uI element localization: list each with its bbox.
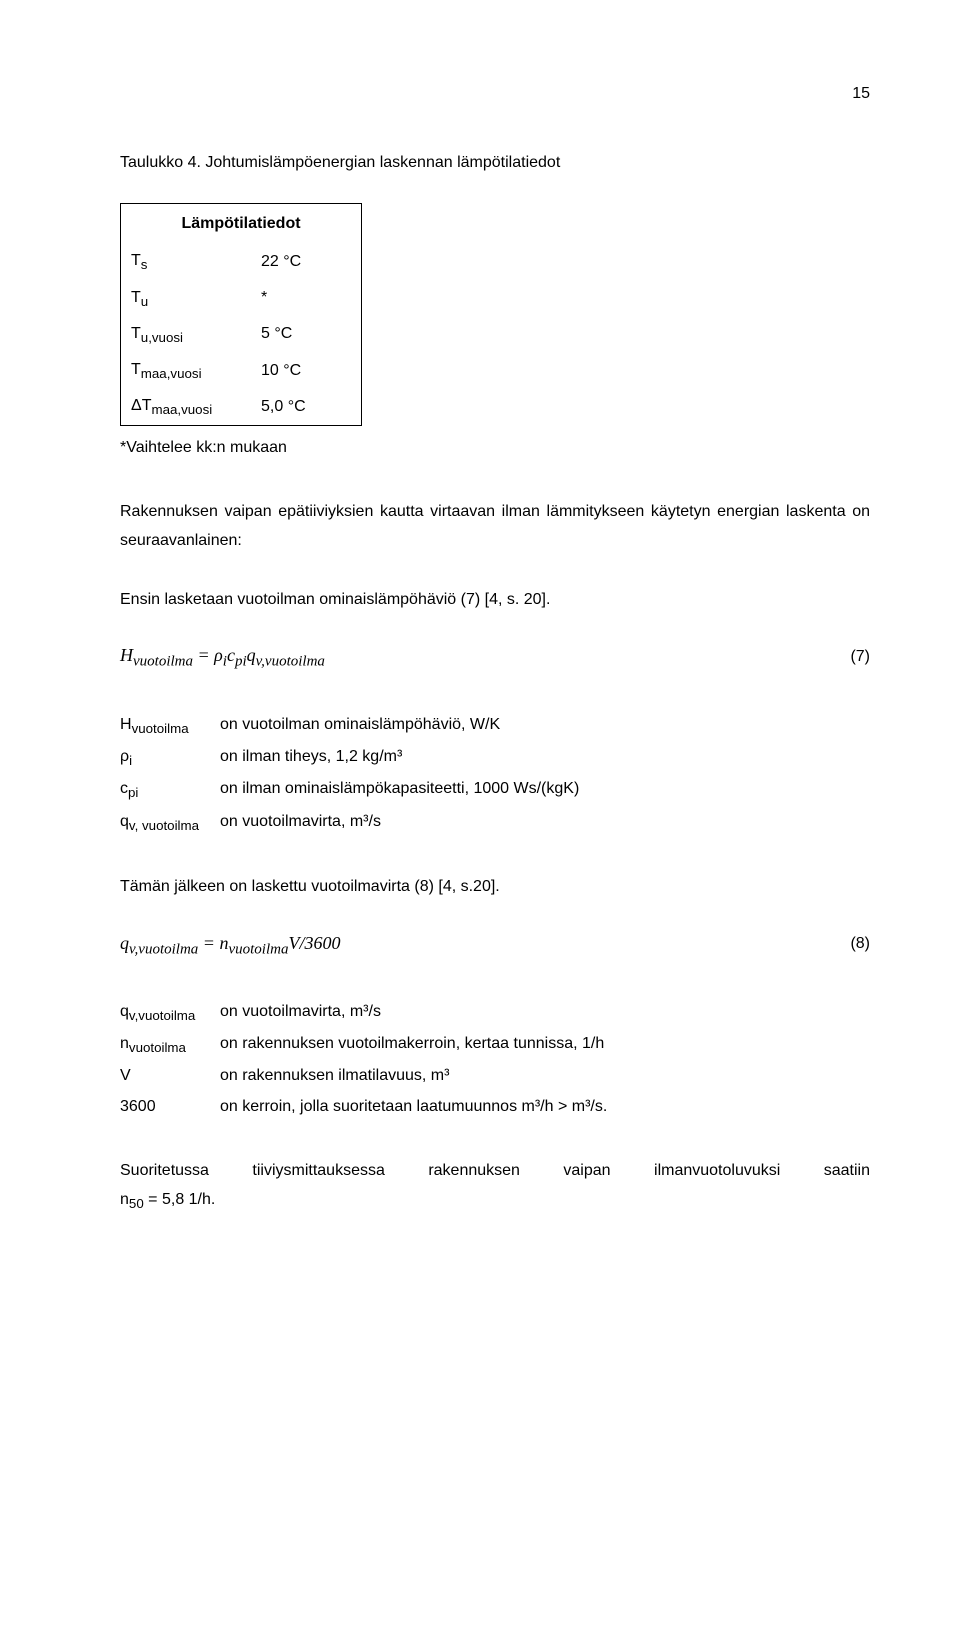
equation-number: (8) xyxy=(850,930,870,959)
page-number: 15 xyxy=(120,80,870,109)
equation-expr: Hvuotoilma = ρicpiqv,vuotoilma xyxy=(120,639,325,676)
def-symbol: ρi xyxy=(120,743,220,773)
sentence-eq8: Tämän jälkeen on laskettu vuotoilmavirta… xyxy=(120,873,870,902)
table-val: 5 °C xyxy=(251,317,362,353)
def-symbol: cpi xyxy=(120,775,220,805)
table-val: 5,0 °C xyxy=(251,389,362,426)
last-word: saatiin xyxy=(824,1157,870,1186)
def-text: on vuotoilman ominaislämpöhäviö, W/K xyxy=(220,711,870,741)
equation-8: qv,vuotoilma = nvuotoilmaV/3600 (8) xyxy=(120,927,870,964)
def-text: on vuotoilmavirta, m³/s xyxy=(220,808,870,838)
table-sym: Tu xyxy=(121,281,252,317)
def-symbol: V xyxy=(120,1062,220,1091)
table-sym: Ts xyxy=(121,244,252,280)
definitions-eq7: Hvuotoilmaon vuotoilman ominaislämpöhävi… xyxy=(120,711,870,838)
table-val: 10 °C xyxy=(251,353,362,389)
table-sym: ΔTmaa,vuosi xyxy=(121,389,252,426)
definitions-eq8: qv,vuotoilmaon vuotoilmavirta, m³/s nvuo… xyxy=(120,998,870,1122)
def-text: on ilman ominaislämpökapasiteetti, 1000 … xyxy=(220,775,870,805)
last-word: vaipan xyxy=(563,1157,610,1186)
table-sym: Tu,vuosi xyxy=(121,317,252,353)
sentence-eq7: Ensin lasketaan vuotoilman ominaislämpöh… xyxy=(120,586,870,615)
def-text: on ilman tiheys, 1,2 kg/m³ xyxy=(220,743,870,773)
def-symbol: nvuotoilma xyxy=(120,1030,220,1060)
last-word: rakennuksen xyxy=(428,1157,520,1186)
last-word: ilmanvuotoluvuksi xyxy=(654,1157,780,1186)
table-val: * xyxy=(251,281,362,317)
equation-expr: qv,vuotoilma = nvuotoilmaV/3600 xyxy=(120,927,340,964)
last-paragraph-line1: Suoritetussa tiiviysmittauksessa rakennu… xyxy=(120,1157,870,1186)
table-caption: Taulukko 4. Johtumislämpöenergian lasken… xyxy=(120,149,870,178)
last-paragraph-line2: n50 = 5,8 1/h. xyxy=(120,1186,870,1216)
equation-7: Hvuotoilma = ρicpiqv,vuotoilma (7) xyxy=(120,639,870,676)
def-symbol: Hvuotoilma xyxy=(120,711,220,741)
def-text: on rakennuksen ilmatilavuus, m³ xyxy=(220,1062,870,1091)
equation-number: (7) xyxy=(850,643,870,672)
def-text: on kerroin, jolla suoritetaan laatumuunn… xyxy=(220,1093,870,1122)
last-word: Suoritetussa xyxy=(120,1157,209,1186)
def-symbol: qv, vuotoilma xyxy=(120,808,220,838)
table-val: 22 °C xyxy=(251,244,362,280)
last-word: tiiviysmittauksessa xyxy=(252,1157,384,1186)
def-symbol: qv,vuotoilma xyxy=(120,998,220,1028)
table-sym: Tmaa,vuosi xyxy=(121,353,252,389)
def-text: on rakennuksen vuotoilmakerroin, kertaa … xyxy=(220,1030,870,1060)
table-title: Lämpötilatiedot xyxy=(121,203,362,244)
def-symbol: 3600 xyxy=(120,1093,220,1122)
def-text: on vuotoilmavirta, m³/s xyxy=(220,998,870,1028)
paragraph-intro: Rakennuksen vaipan epätiiviyksien kautta… xyxy=(120,498,870,556)
lampotilatiedot-table: Lämpötilatiedot Ts22 °C Tu* Tu,vuosi5 °C… xyxy=(120,203,362,427)
table-footnote: *Vaihtelee kk:n mukaan xyxy=(120,434,870,463)
